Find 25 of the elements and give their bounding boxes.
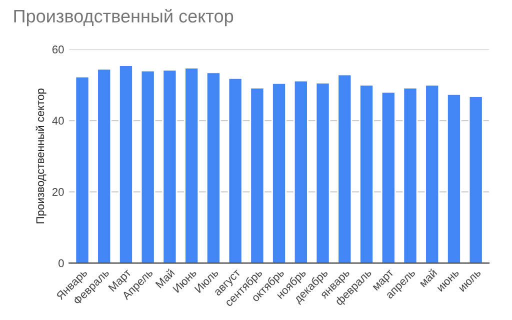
y-tick-label: 0 (58, 259, 64, 268)
bar (402, 87, 418, 264)
y-axis-title: Производственный сектор (36, 88, 46, 224)
bar (315, 82, 330, 264)
bar (74, 76, 90, 264)
bar (359, 84, 374, 264)
bar (206, 72, 221, 264)
bar (96, 68, 112, 264)
bar (140, 70, 156, 264)
bar (162, 69, 178, 264)
bar (468, 96, 484, 264)
bar (446, 93, 462, 264)
bar (380, 91, 396, 264)
bar (293, 80, 308, 264)
bar (272, 82, 287, 264)
bar (184, 67, 200, 264)
bar (337, 74, 352, 264)
bar (118, 64, 134, 264)
bar (424, 84, 440, 264)
y-tick-label: 40 (52, 116, 64, 125)
chart-title: Производственный сектор (14, 9, 234, 26)
y-tick-label: 60 (52, 46, 64, 54)
y-tick-label: 20 (52, 188, 64, 196)
bar (250, 87, 265, 264)
bar (228, 77, 243, 264)
